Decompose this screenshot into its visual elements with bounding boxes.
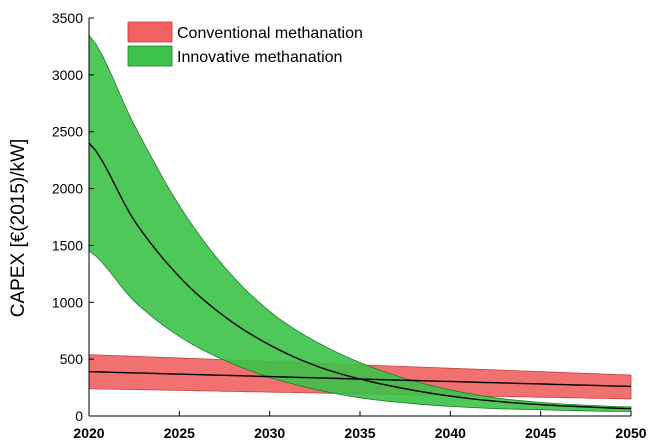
y-tick-label: 2000 xyxy=(52,181,83,197)
legend-swatch xyxy=(127,45,173,67)
y-tick-label: 500 xyxy=(60,351,84,367)
y-tick-label: 3500 xyxy=(52,10,83,26)
series-bands xyxy=(88,33,632,412)
x-tick-label: 2025 xyxy=(164,425,195,441)
y-tick-labels: 0 500 1000 1500 2000 2500 3000 3500 xyxy=(52,10,83,424)
x-tick-label: 2050 xyxy=(615,425,646,441)
legend: Conventional methanation Innovative metha… xyxy=(127,21,363,67)
y-tick-label: 1000 xyxy=(52,294,83,310)
y-tick-label: 2500 xyxy=(52,124,83,140)
axes xyxy=(88,17,632,417)
x-tick-label: 2045 xyxy=(525,425,556,441)
y-tick-label: 1500 xyxy=(52,237,83,253)
legend-label: Innovative methanation xyxy=(177,49,342,66)
legend-label: Conventional methanation xyxy=(177,25,363,42)
central-line-innovative xyxy=(88,142,632,410)
x-tick-label: 2020 xyxy=(73,425,104,441)
y-axis-label: CAPEX [€(2015)/kW] xyxy=(8,139,29,317)
y-tick-label: 3000 xyxy=(52,67,83,83)
series-central-lines xyxy=(88,142,632,410)
x-tick-label: 2035 xyxy=(344,425,375,441)
band-innovative xyxy=(88,33,632,412)
x-tick-label: 2030 xyxy=(254,425,285,441)
x-tick-label: 2040 xyxy=(435,425,466,441)
x-tick-labels: 2020 2025 2030 2035 2040 2045 2050 xyxy=(73,425,646,441)
legend-swatch xyxy=(127,21,173,43)
y-tick-label: 0 xyxy=(75,408,83,424)
